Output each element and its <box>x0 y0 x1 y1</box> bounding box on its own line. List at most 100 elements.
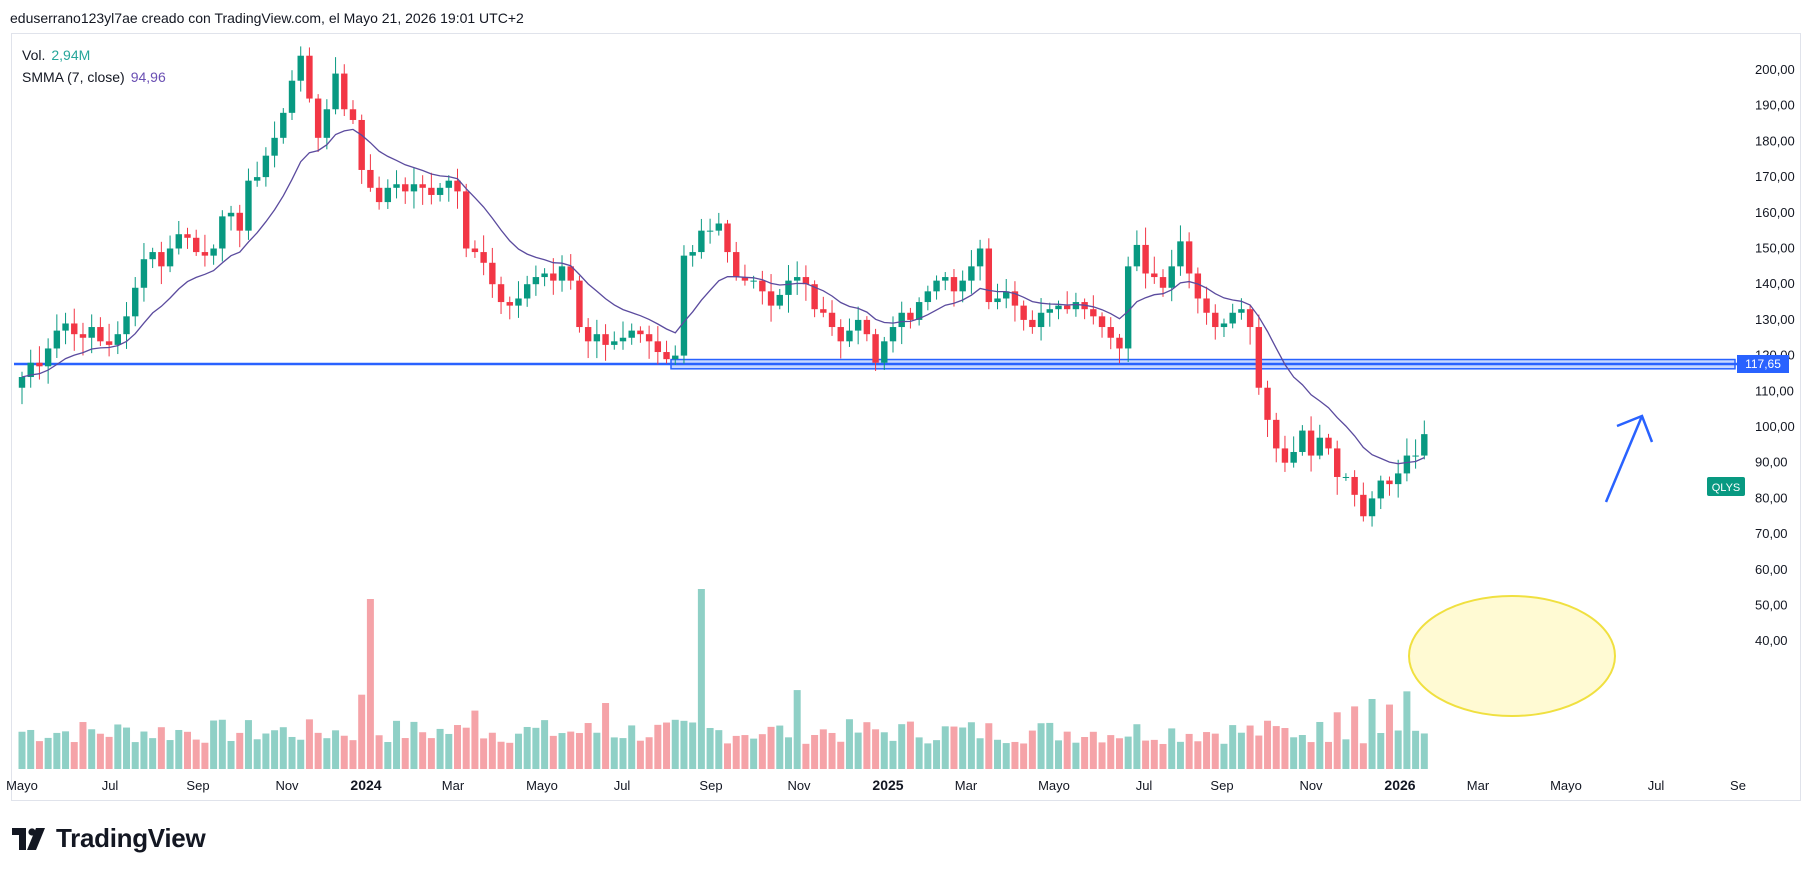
volume-bar <box>279 727 287 769</box>
candle-body <box>384 187 392 203</box>
smma-legend-value: 94,96 <box>130 69 166 85</box>
time-axis-tick: Nov <box>275 778 299 793</box>
price-axis-tick: 80,00 <box>1755 490 1788 505</box>
volume-bar <box>950 726 958 769</box>
candle-body <box>1264 387 1271 420</box>
candle-body <box>419 184 426 188</box>
candle-body <box>1220 323 1228 328</box>
candle-body <box>193 237 200 253</box>
volume-bar <box>262 733 270 769</box>
candle-body <box>802 277 810 285</box>
candle-body <box>184 234 191 238</box>
candle-body <box>27 362 34 378</box>
time-axis-tick: 2026 <box>1384 777 1415 793</box>
volume-bar <box>18 731 26 769</box>
trend-arrow-line[interactable] <box>1604 415 1644 503</box>
candle-body <box>689 252 696 256</box>
volume-bar <box>332 730 340 769</box>
candle-body <box>1307 430 1315 456</box>
candle-body <box>314 98 322 138</box>
volume-bar <box>985 723 993 769</box>
candle-body <box>706 230 714 232</box>
tradingview-logo[interactable]: TradingView <box>12 823 206 854</box>
candle-body <box>741 277 749 281</box>
time-axis-tick: Mayo <box>1550 778 1582 793</box>
volume-bar <box>157 727 165 769</box>
volume-bar <box>44 737 52 769</box>
volume-legend[interactable]: Vol. 2,94M <box>22 44 166 66</box>
candle-body <box>149 252 156 260</box>
smma-legend[interactable]: SMMA (7, close) 94,96 <box>22 66 166 88</box>
candle-body <box>602 334 609 345</box>
volume-bar <box>27 729 35 769</box>
volume-bar <box>1142 740 1150 769</box>
volume-bar <box>933 740 941 769</box>
time-axis-tick: Mar <box>442 778 465 793</box>
volume-bar <box>1403 691 1411 769</box>
volume-bar <box>1272 726 1280 769</box>
candle-body <box>959 280 966 292</box>
volume-bar <box>915 737 923 769</box>
volume-bar <box>1264 720 1272 769</box>
volume-bar <box>541 720 549 769</box>
indicator-legend: Vol. 2,94M SMMA (7, close) 94,96 <box>22 44 166 88</box>
candle-body <box>306 55 313 99</box>
volume-bar <box>88 729 96 769</box>
candle-body <box>1203 298 1210 313</box>
volume-highlight-ellipse <box>1408 595 1616 717</box>
candle-body <box>18 377 26 388</box>
candle-body <box>105 341 113 345</box>
volume-bar <box>349 740 357 769</box>
volume-bar <box>610 737 618 769</box>
candle-body <box>645 334 653 342</box>
chart-header-title: eduserrano123yl7ae creado con TradingVie… <box>10 10 524 26</box>
candle-body <box>332 73 339 110</box>
candle-body <box>1185 241 1193 274</box>
volume-bar <box>811 735 819 769</box>
volume-bar <box>401 738 409 769</box>
price-label-box <box>1737 354 1789 373</box>
volume-bar <box>1325 741 1332 769</box>
volume-bar <box>837 741 845 769</box>
candle-body <box>367 169 374 188</box>
volume-bar <box>480 738 488 769</box>
volume-bar <box>271 730 279 769</box>
volume-bar <box>706 727 714 769</box>
candle-body <box>1229 312 1236 324</box>
candle-body <box>201 252 209 256</box>
time-axis-tick: Mayo <box>526 778 558 793</box>
candle-body <box>140 259 148 288</box>
volume-bar <box>628 725 636 769</box>
volume-bar <box>35 741 43 769</box>
volume-bar <box>140 731 148 769</box>
candle-body <box>454 180 461 192</box>
candle-body <box>523 284 531 299</box>
volume-bar <box>1342 739 1350 769</box>
volume-bar <box>1412 730 1420 769</box>
volume-bar <box>1394 730 1402 769</box>
candle-body <box>715 223 722 231</box>
volume-bar <box>314 732 322 769</box>
candle-body <box>1342 476 1350 478</box>
candle-body <box>1412 455 1419 457</box>
candle-body <box>1325 437 1332 449</box>
volume-bar <box>767 726 775 769</box>
candle-body <box>36 362 43 367</box>
candle-body <box>1064 305 1071 310</box>
volume-bar <box>506 742 514 769</box>
candle-body <box>245 180 252 231</box>
volume-bar <box>872 729 880 769</box>
volume-bar <box>976 738 984 769</box>
volume-bar <box>445 733 453 769</box>
smma-line[interactable] <box>21 128 1425 465</box>
volume-bar <box>584 723 592 769</box>
volume-bar <box>1385 704 1393 769</box>
volume-bar <box>663 722 671 769</box>
volume-bar <box>1229 725 1237 769</box>
candle-body <box>1194 273 1202 299</box>
volume-bar <box>1368 698 1376 769</box>
volume-bar <box>1046 722 1054 769</box>
volume-bar <box>436 728 444 769</box>
candle-body <box>828 312 836 328</box>
